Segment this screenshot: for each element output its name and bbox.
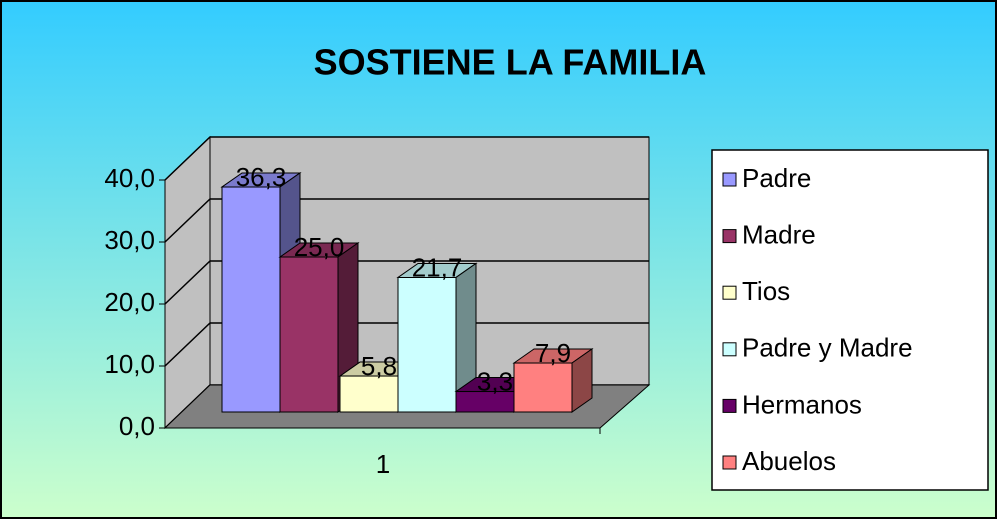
legend-label: Padre y Madre <box>742 333 913 363</box>
grid-line <box>164 322 649 367</box>
grid-line <box>164 198 649 243</box>
chart-title: SOSTIENE LA FAMILIA <box>314 42 707 83</box>
legend-label: Hermanos <box>742 389 862 419</box>
legend-swatch <box>722 285 737 300</box>
legend-swatch <box>722 229 737 244</box>
bar <box>279 256 339 413</box>
data-label: 7,9 <box>535 338 571 368</box>
data-label: 3,3 <box>477 366 513 396</box>
grid-line <box>164 136 649 181</box>
bar <box>221 186 281 413</box>
x-tick-label: 1 <box>376 449 390 479</box>
legend-label: Padre <box>742 163 811 193</box>
data-label: 5,8 <box>361 351 397 381</box>
y-tick-label: 20,0 <box>104 287 155 317</box>
legend-swatch <box>722 172 737 187</box>
y-tick-label: 10,0 <box>104 349 155 379</box>
grid-line <box>164 260 649 305</box>
y-tick-label: 40,0 <box>104 163 155 193</box>
data-label: 21,7 <box>412 252 463 282</box>
legend-swatch <box>722 342 737 357</box>
legend-label: Madre <box>742 219 816 249</box>
legend-label: Tios <box>742 276 790 306</box>
bar-side <box>571 348 593 413</box>
legend <box>711 149 989 491</box>
data-label: 25,0 <box>294 232 345 262</box>
bar <box>513 362 573 413</box>
legend-label: Abuelos <box>742 446 836 476</box>
data-label: 36,3 <box>236 162 287 192</box>
legend-swatch <box>722 455 737 470</box>
y-tick-label: 30,0 <box>104 225 155 255</box>
y-tick-label: 0,0 <box>119 411 155 441</box>
bar <box>397 276 457 413</box>
legend-swatch <box>722 398 737 413</box>
bar <box>339 375 399 413</box>
